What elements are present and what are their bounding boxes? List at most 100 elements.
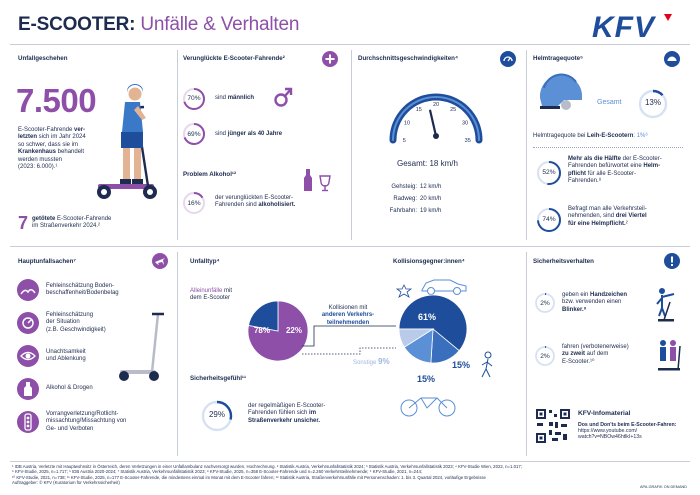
rider-illustration (97, 84, 157, 199)
divider-bottom (10, 461, 690, 462)
speed-row-value: 12 km/h (420, 184, 442, 190)
alcohol-header: Problem Alkohol¹² (183, 171, 237, 178)
pedestrian-icon (481, 351, 493, 378)
exclamation-icon (664, 253, 680, 269)
speed-gauge: 0510152025303540 (389, 93, 483, 144)
divider-v4 (177, 252, 178, 456)
pie-slice-solo (247, 300, 309, 362)
info-header: KFV-Infomaterial (578, 410, 631, 417)
speed-row-label: Fahrbahn: (389, 208, 417, 214)
cause-item-text: Fehleinschätzung Boden-beschaffenheit/Bo… (46, 282, 119, 296)
svg-text:KFV: KFV (592, 11, 657, 42)
plus-icon (322, 51, 338, 67)
solo-pct: 78% (253, 326, 270, 335)
acctype-header: Unfalltyp⁴ (190, 258, 220, 265)
safety-feeling-header: Sicherheitsgefühl¹¹ (190, 375, 247, 382)
alcohol-text: der verunglückten E-Scooter- Fahrenden s… (215, 195, 296, 209)
partners-header: Kollisionsgegner:innen⁴ (393, 258, 465, 265)
acctype-pie-chart (247, 300, 309, 362)
scooter-side-illustration (119, 312, 164, 381)
gauge-tick-label: 10 (404, 120, 410, 126)
hand-pct: 2% (540, 300, 550, 307)
plane-icon (152, 253, 168, 269)
partners-other: Sonstige 9% (353, 357, 390, 366)
helmet-quarter-ring (537, 208, 561, 232)
gauge-tick-label: 35 (465, 138, 471, 144)
speed-row-label: Radweg: (393, 196, 417, 202)
accident-text: E-Scooter-Fahrende ver- letzten sich im … (18, 127, 86, 171)
page-title: E-SCOOTER: Unfälle & Verhalten (18, 14, 299, 36)
partners-pct-ped: 15% (452, 360, 471, 370)
causes-header: Hauptunfallsachen⁷ (18, 258, 76, 265)
coll-label: Kollisionen mit anderen Verkehrs- teilne… (321, 305, 375, 326)
pie-slice-collision (248, 300, 279, 332)
gauge-tick-label: 30 (462, 120, 468, 126)
two-text: fahren (verbotenerweise) zu zweit auf de… (562, 344, 629, 365)
info-text[interactable]: Dos und Don'ts beim E-Scooter-Fahren: ht… (578, 422, 677, 441)
cause-item-text: Vorrangverletzung/Rotlicht-missachtung/M… (46, 410, 127, 432)
credit: APA-GRAFIK ON DEMAND (640, 485, 687, 489)
gauge-tick-label: 5 (403, 138, 406, 144)
divider-top (10, 44, 690, 45)
two-ring (535, 346, 555, 366)
title-part2: Unfälle & Verhalten (135, 14, 300, 35)
speed-header: Durchschnittsgeschwindigkeiten⁴ (358, 55, 459, 62)
bottle-icon (304, 169, 331, 192)
helmet-total-pct: 13% (644, 98, 661, 107)
divider-v3 (526, 50, 527, 240)
divider-v5 (526, 252, 527, 456)
male-ring (183, 88, 205, 110)
male-pct: 70% (187, 95, 201, 102)
kfv-logo: KFV (592, 8, 684, 44)
gauge-small-icon (500, 51, 516, 67)
injured-header: Verunglückte E-Scooter-Fahrende² (183, 55, 285, 62)
bicycle-icon (400, 397, 456, 417)
alcohol-pct: 16% (187, 200, 201, 207)
helmet-quarter-pct: 74% (542, 216, 556, 223)
divider-v2 (351, 50, 352, 240)
behavior-header: Sicherheitsverhalten (533, 258, 594, 265)
car-icon (421, 279, 467, 295)
helmet-total-ring (638, 89, 668, 119)
footnotes: ¹ IDB Austria, Verletzte mit Hauptwohnsi… (12, 464, 522, 486)
killed-text: getötete E-Scooter-Fahrende im Straßenve… (32, 216, 112, 230)
hand-signal-icon (656, 288, 675, 322)
helmet-illustration (539, 73, 582, 110)
safety-feeling-text: der regelmäßigen E-Scooter- Fahrenden fü… (248, 403, 326, 424)
qr-code[interactable] (535, 408, 571, 444)
ground-icon (17, 279, 39, 301)
male-text: sind männlich (215, 95, 255, 101)
younger-text: sind jünger als 40 Jahre (215, 131, 283, 137)
helmet-separator (533, 147, 683, 148)
male-symbol-icon (274, 87, 293, 107)
divider-v1 (177, 50, 178, 240)
partners-pct-bike: 15% (417, 374, 436, 384)
helmet-total-label: Gesamt (597, 99, 622, 106)
alcohol-ring (183, 192, 205, 214)
collision-star-icon (396, 284, 412, 298)
accident-header: Unfallgeschehen (18, 55, 68, 62)
two-riders-icon (658, 340, 681, 371)
partners-pie-chart (398, 294, 468, 364)
title-part1: E-SCOOTER: (18, 14, 136, 35)
gauge-tick-label: 25 (450, 107, 456, 113)
speed-total: Gesamt: 18 km/h (397, 159, 458, 168)
coll-pct: 22% (285, 326, 302, 335)
younger-pct: 69% (187, 131, 201, 138)
helmet-half-ring (537, 161, 561, 185)
pie-slice-other (398, 328, 435, 348)
helmet-half-pct: 52% (542, 169, 556, 176)
speed-icon (17, 312, 39, 334)
helmet-half-text: Mehr als die Hälfte der E-Scooter- Fahre… (568, 156, 662, 185)
traffic-light-icon (17, 411, 39, 433)
accident-big-number: 7.500 (16, 82, 97, 119)
cause-item-text: Unachtsamkeit und Ablenkung (46, 348, 86, 362)
pie-slice-car (398, 294, 468, 352)
divider-middle (10, 246, 690, 247)
gauge-tick-label: 20 (433, 102, 439, 108)
killed-number: 7 (18, 213, 29, 233)
bottle-icon (17, 378, 39, 400)
younger-ring (183, 123, 205, 145)
cause-item-text: Alkohol & Drogen (46, 385, 93, 392)
solo-label: Alleinunfälle mit dem E-Scooter (190, 288, 233, 302)
